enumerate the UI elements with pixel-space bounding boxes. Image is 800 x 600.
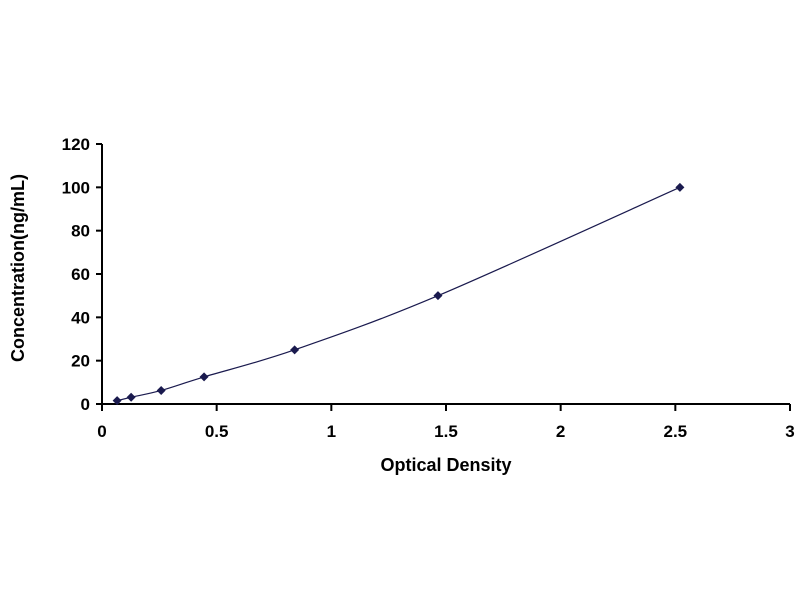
data-point [112, 396, 122, 406]
y-tick-label: 20 [71, 352, 90, 371]
x-axis-label: Optical Density [380, 455, 511, 475]
data-point [199, 372, 209, 382]
data-point [126, 392, 136, 402]
x-tick-label: 2 [556, 422, 565, 441]
fit-curve [116, 186, 681, 402]
y-tick-label: 0 [81, 395, 90, 414]
data-point [156, 385, 166, 395]
axes [96, 143, 791, 411]
x-tick-label: 1.5 [434, 422, 458, 441]
y-tick-label: 100 [62, 178, 90, 197]
x-tick-label: 3 [785, 422, 794, 441]
tick-labels: 0 20 40 60 80 100 120 0 0.5 1 1.5 2 2.5 3 [62, 135, 795, 441]
x-tick-label: 0.5 [205, 422, 229, 441]
data-points [112, 182, 685, 406]
y-tick-label: 60 [71, 265, 90, 284]
x-tick-label: 1 [327, 422, 336, 441]
data-point [290, 345, 300, 355]
y-tick-label: 80 [71, 222, 90, 241]
x-tick-label: 2.5 [664, 422, 688, 441]
y-axis-label: Concentration(ng/mL) [8, 174, 28, 362]
x-tick-label: 0 [97, 422, 106, 441]
y-tick-label: 40 [71, 308, 90, 327]
data-point [433, 291, 443, 301]
data-point [675, 182, 685, 192]
y-tick-label: 120 [62, 135, 90, 154]
